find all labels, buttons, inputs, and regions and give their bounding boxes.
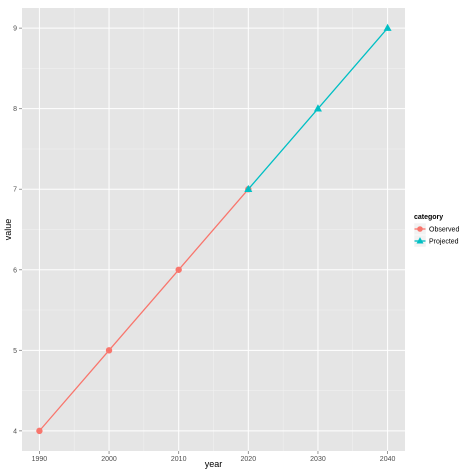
series-layer bbox=[36, 23, 392, 435]
data-point-observed bbox=[36, 427, 43, 435]
series-line-observed bbox=[38, 188, 249, 432]
y-tick-label: 9 bbox=[13, 26, 17, 33]
x-axis-title: year bbox=[205, 459, 223, 469]
legend-marker-observed bbox=[417, 226, 423, 232]
x-tick-label: 2010 bbox=[171, 456, 187, 463]
legend-label-observed: Observed bbox=[429, 227, 459, 234]
y-tick-label: 4 bbox=[13, 428, 17, 435]
legend: category Observed Projected bbox=[413, 214, 459, 248]
data-point-projected bbox=[383, 23, 392, 31]
legend-title: category bbox=[414, 214, 443, 221]
data-point-projected bbox=[244, 184, 253, 193]
data-point-observed bbox=[105, 347, 113, 354]
x-tick-label: 2040 bbox=[380, 456, 396, 463]
major-gridlines bbox=[22, 8, 405, 451]
y-axis: 4 5 6 7 8 9 bbox=[13, 26, 22, 435]
legend-label-projected: Projected bbox=[429, 239, 459, 246]
x-tick-label: 2000 bbox=[101, 456, 117, 463]
data-point-observed bbox=[175, 266, 182, 273]
data-point-projected bbox=[313, 104, 322, 112]
y-axis-title: value bbox=[3, 219, 13, 241]
x-tick-label: 1990 bbox=[32, 456, 48, 463]
y-tick-label: 6 bbox=[13, 267, 17, 274]
x-tick-label: 2030 bbox=[310, 456, 326, 463]
x-tick-label: 2020 bbox=[241, 456, 257, 463]
legend-marker-projected bbox=[416, 237, 424, 244]
y-tick-label: 7 bbox=[13, 187, 17, 194]
legend-items: Observed Projected bbox=[413, 222, 459, 248]
x-axis: 1990 2000 2010 2020 2030 2040 bbox=[32, 451, 396, 463]
y-tick-label: 5 bbox=[13, 348, 17, 355]
y-tick-label: 8 bbox=[13, 106, 17, 113]
